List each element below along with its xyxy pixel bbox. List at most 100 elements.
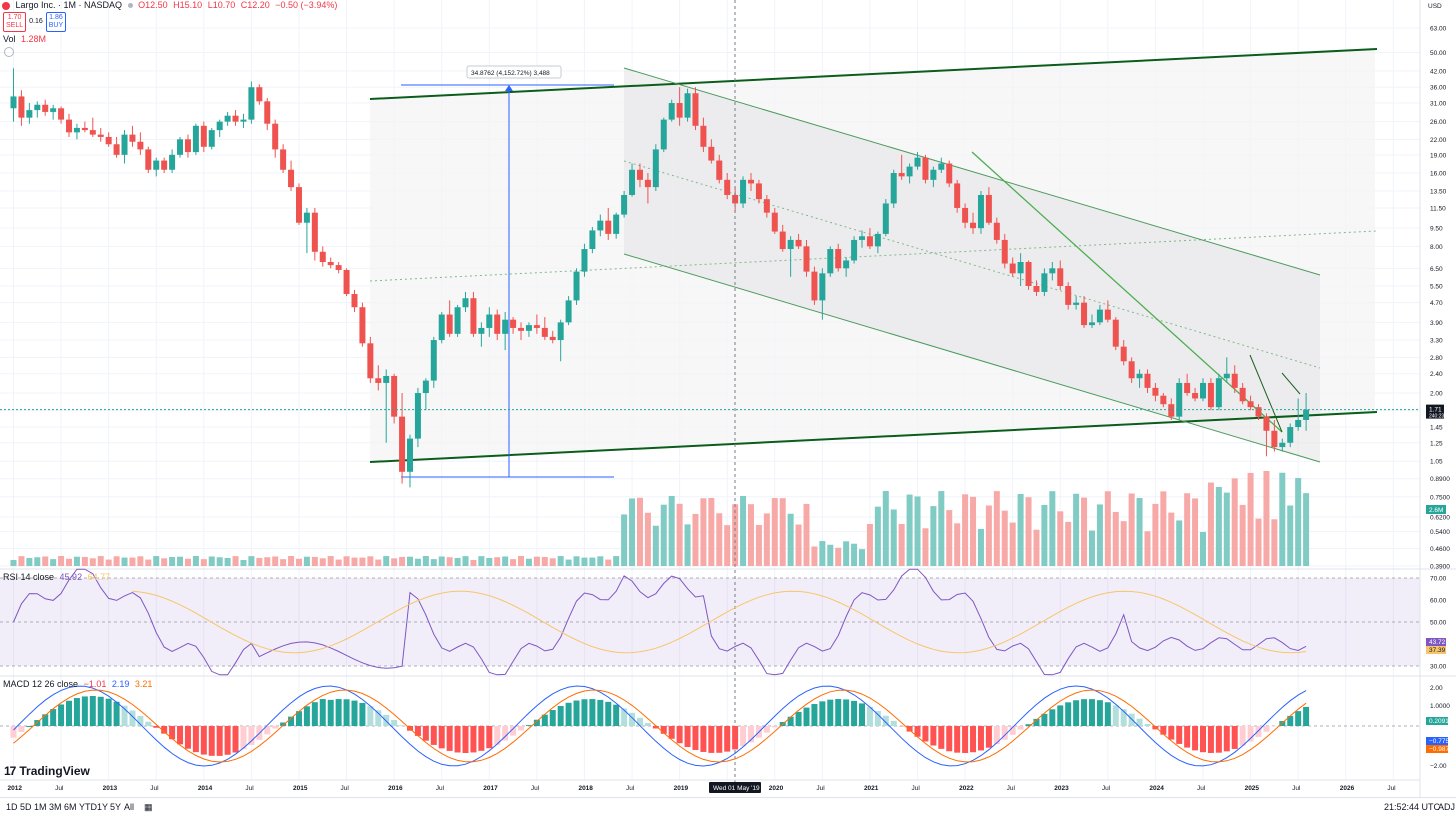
- macd-histogram-bar: [589, 699, 595, 726]
- time-tick-label: 2016: [388, 785, 403, 792]
- volume-bar: [11, 560, 17, 566]
- macd-histogram-bar: [185, 726, 191, 749]
- candle-body: [58, 108, 64, 119]
- macd-histogram-bar: [907, 726, 913, 732]
- candle-body: [26, 110, 32, 118]
- adj-toggle[interactable]: ADJ: [1438, 802, 1455, 812]
- time-tick-label: Jul: [150, 785, 159, 792]
- macd-hist-badge-label: 0.2091: [1429, 718, 1449, 725]
- candle-body: [597, 221, 603, 231]
- volume-bar: [296, 559, 302, 566]
- candle-body: [589, 230, 595, 249]
- volume-bar: [621, 514, 627, 566]
- volume-bar: [566, 560, 572, 566]
- market-status-icon: [128, 3, 133, 8]
- volume-bar: [780, 498, 786, 566]
- candle-body: [1224, 374, 1230, 379]
- macd-histogram-bar: [1073, 700, 1079, 726]
- timeframe-6m[interactable]: 6M: [64, 802, 77, 812]
- volume-bar: [177, 557, 183, 566]
- rsi-title[interactable]: RSI 14 close: [3, 572, 54, 582]
- volume-bar: [1224, 493, 1230, 566]
- legend-collapse-icon[interactable]: [4, 47, 14, 57]
- macd-histogram-bar: [1192, 726, 1198, 750]
- volume-bar: [1089, 531, 1095, 566]
- candle-body: [50, 108, 56, 112]
- volume-bar: [772, 498, 778, 566]
- timeframe-1m[interactable]: 1M: [34, 802, 47, 812]
- macd-legend: MACD 12 26 close −1.01 2.19 3.21: [3, 679, 155, 689]
- volume-bar: [264, 557, 270, 566]
- volume-bar: [764, 513, 770, 566]
- macd-histogram-bar: [954, 726, 960, 753]
- candle-body: [82, 128, 88, 130]
- candle-body: [201, 126, 207, 147]
- volume-bar: [439, 556, 445, 566]
- volume-bar: [42, 556, 48, 566]
- volume-bar: [367, 556, 373, 566]
- time-tick-label: Jul: [626, 785, 635, 792]
- volume-bar: [915, 496, 921, 566]
- macd-title[interactable]: MACD 12 26 close: [3, 679, 78, 689]
- candle-body: [1105, 310, 1111, 320]
- macd-histogram-bar: [1208, 726, 1214, 753]
- volume-bar: [1018, 494, 1024, 566]
- volume-bar: [891, 509, 897, 566]
- time-tick-label: 2013: [103, 785, 118, 792]
- candle-body: [66, 120, 72, 133]
- price-tick-label: 9.50: [1430, 226, 1443, 233]
- candle-body: [455, 307, 461, 334]
- timeframe-5d[interactable]: 5D: [20, 802, 32, 812]
- date-range-icon[interactable]: ▦: [144, 802, 153, 813]
- rsi-tick-label: 30.00: [1430, 664, 1447, 671]
- candle-body: [74, 128, 80, 132]
- volume-bar: [1216, 487, 1222, 566]
- symbol-title[interactable]: Largo Inc. · 1M · NASDAQ: [16, 0, 123, 10]
- timeframe-ytd[interactable]: YTD: [79, 802, 97, 812]
- macd-tick-label: −2.00: [1430, 763, 1447, 770]
- volume-bar: [494, 557, 500, 566]
- volume-bar: [1026, 497, 1032, 566]
- timeframe-3m[interactable]: 3M: [49, 802, 62, 812]
- macd-histogram-bar: [637, 718, 643, 726]
- timeframe-1y[interactable]: 1Y: [97, 802, 108, 812]
- utc-clock[interactable]: 21:52:44 UTC: [1384, 802, 1440, 812]
- time-tick-label: 2023: [1054, 785, 1069, 792]
- timeframe-1d[interactable]: 1D: [6, 802, 18, 812]
- price-tick-label: 13.50: [1430, 188, 1447, 195]
- sell-button[interactable]: 1.70 SELL: [3, 12, 26, 32]
- candle-body: [486, 315, 492, 328]
- last-price-countdown: 240:23h: [1429, 414, 1447, 420]
- volume-bar: [122, 558, 128, 566]
- macd-histogram-bar: [1065, 702, 1071, 726]
- volume-bar: [756, 525, 762, 566]
- candle-body: [280, 149, 286, 169]
- rsi-tick-label: 60.00: [1430, 598, 1447, 605]
- volume-bar: [700, 498, 706, 566]
- volume-bar: [90, 558, 96, 566]
- candle-body: [431, 340, 437, 381]
- volume-bar: [574, 556, 580, 566]
- rsi-value: 45.92: [60, 572, 83, 582]
- volume-bar: [1144, 531, 1150, 566]
- buy-button[interactable]: 1.86 BUY: [46, 12, 66, 32]
- macd-histogram-bar: [439, 726, 445, 748]
- candle-body: [177, 139, 183, 155]
- timeframe-all[interactable]: All: [124, 802, 134, 812]
- volume-bar: [645, 513, 651, 566]
- candle-body: [272, 124, 278, 150]
- candle-body: [328, 262, 334, 265]
- volume-bar: [129, 558, 135, 566]
- buy-label: BUY: [49, 22, 63, 30]
- timeframe-5y[interactable]: 5Y: [110, 802, 121, 812]
- macd-histogram-bar: [819, 701, 825, 726]
- price-tick-label: 6.50: [1430, 266, 1443, 273]
- volume-bar: [193, 556, 199, 566]
- candle-body: [1287, 427, 1293, 443]
- candle-body: [407, 439, 413, 472]
- time-tick-label: Jul: [341, 785, 350, 792]
- volume-bar: [1263, 471, 1269, 566]
- candle-body: [653, 149, 659, 187]
